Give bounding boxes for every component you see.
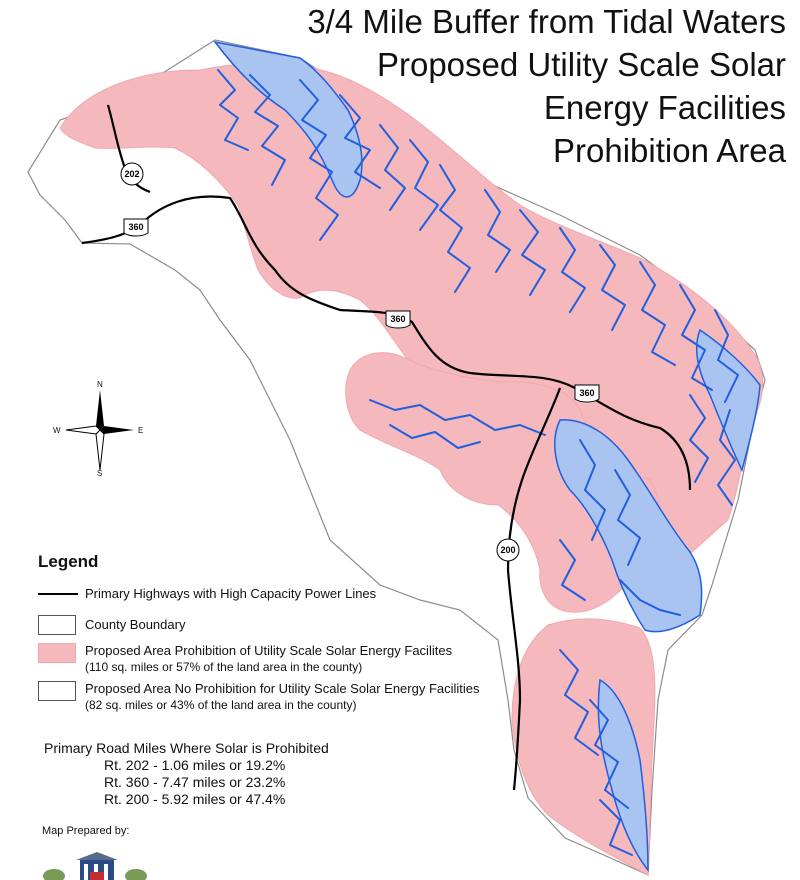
compass-icon xyxy=(65,390,134,471)
title-line-3: Energy Facilities xyxy=(543,89,786,126)
road-miles-rt200: Rt. 200 - 5.92 miles or 47.4% xyxy=(104,791,286,807)
road-miles-summary: Primary Road Miles Where Solar is Prohib… xyxy=(44,740,329,808)
legend-item-prohibition: Proposed Area Prohibition of Utility Sca… xyxy=(38,643,558,675)
compass-rose: N S W E xyxy=(52,380,148,480)
highway-shields: 202 360 360 360 200 xyxy=(120,162,600,562)
prohibition-area-southwest xyxy=(345,352,660,613)
legend-detail-no-prohibition: (82 sq. miles or 43% of the land area in… xyxy=(85,698,357,712)
legend: Legend Primary Highways with High Capaci… xyxy=(38,552,558,713)
compass-north: N xyxy=(97,380,103,389)
compass-east: E xyxy=(138,426,144,435)
legend-label-no-prohibition: Proposed Area No Prohibition for Utility… xyxy=(85,681,480,696)
tidal-water-northwest xyxy=(213,40,363,198)
svg-text:360: 360 xyxy=(390,314,405,324)
svg-text:360: 360 xyxy=(128,222,143,232)
legend-label-highways: Primary Highways with High Capacity Powe… xyxy=(85,586,377,601)
shield-rt200: 200 xyxy=(496,538,520,562)
legend-heading: Legend xyxy=(38,552,99,571)
compass-west: W xyxy=(53,426,61,435)
road-miles-rt202: Rt. 202 - 1.06 miles or 19.2% xyxy=(104,757,286,773)
tidal-water-south xyxy=(597,678,649,873)
county-boundary-swatch xyxy=(38,615,76,635)
legend-item-county-boundary: County Boundary xyxy=(38,615,558,637)
shield-rt360-center: 360 xyxy=(385,310,411,329)
shield-rt360-west: 360 xyxy=(123,218,149,237)
legend-label-prohibition: Proposed Area Prohibition of Utility Sca… xyxy=(85,643,453,658)
compass-south: S xyxy=(97,469,103,478)
map-prepared-by: Map Prepared by: xyxy=(42,825,130,837)
county-logo xyxy=(43,852,147,880)
highway-rt200 xyxy=(506,387,562,791)
legend-item-highways: Primary Highways with High Capacity Powe… xyxy=(38,586,558,602)
svg-text:200: 200 xyxy=(500,545,515,555)
title-line-4: Prohibition Area xyxy=(553,132,786,169)
map-title: 3/4 Mile Buffer from Tidal Waters Propos… xyxy=(307,0,786,172)
legend-label-county-boundary: County Boundary xyxy=(85,617,186,632)
legend-item-no-prohibition: Proposed Area No Prohibition for Utility… xyxy=(38,681,558,713)
svg-text:202: 202 xyxy=(124,169,139,179)
no-prohibition-swatch xyxy=(38,681,76,701)
road-miles-heading: Primary Road Miles Where Solar is Prohib… xyxy=(44,740,329,756)
svg-text:360: 360 xyxy=(579,388,594,398)
highway-line-swatch xyxy=(38,593,78,595)
shield-rt202: 202 xyxy=(120,162,144,186)
shield-rt360-east: 360 xyxy=(574,384,600,403)
title-line-2: Proposed Utility Scale Solar xyxy=(376,46,786,83)
tidal-creeks xyxy=(217,69,739,856)
road-miles-rt360: Rt. 360 - 7.47 miles or 23.2% xyxy=(104,774,286,790)
tidal-water-east xyxy=(696,328,761,473)
title-line-1: 3/4 Mile Buffer from Tidal Waters xyxy=(307,3,786,40)
legend-detail-prohibition: (110 sq. miles or 57% of the land area i… xyxy=(85,660,363,674)
prohibition-swatch xyxy=(38,643,76,663)
